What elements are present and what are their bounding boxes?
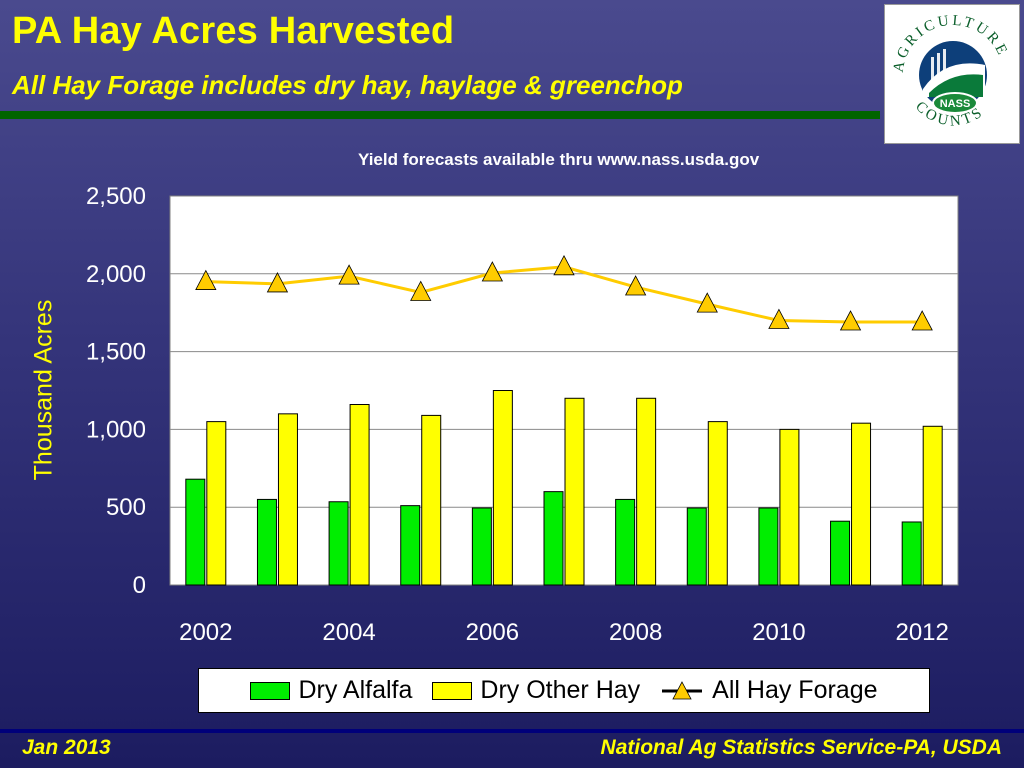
bar-dry-alfalfa: [901, 521, 922, 586]
x-tick-label: 2010: [752, 619, 805, 646]
legend-label-alfalfa: Dry Alfalfa: [298, 676, 413, 704]
forage-point-marker: [410, 280, 432, 301]
legend-swatch-other-hay: [432, 681, 473, 700]
legend-swatch-alfalfa: [250, 681, 291, 700]
bar-dry-alfalfa: [400, 505, 421, 586]
legend-label-forage: All Hay Forage: [712, 676, 878, 704]
forage-point-marker: [195, 269, 217, 290]
x-axis-ticks: 2002 2004 2006 2008 2010 2012: [179, 619, 949, 646]
y-tick-label: 0: [133, 572, 146, 599]
forage-point-marker: [624, 275, 647, 296]
bar-dry-alfalfa: [758, 507, 779, 586]
bar-dry-other-hay: [349, 404, 370, 586]
y-axis-ticks: 0 500 1,000 1,500 2,000 2,500: [86, 183, 146, 599]
bar-dry-other-hay: [421, 414, 442, 586]
y-tick-label: 1,500: [86, 339, 146, 366]
bar-dry-other-hay: [564, 397, 585, 586]
x-tick-label: 2004: [322, 619, 375, 646]
y-axis-label: Thousand Acres: [29, 299, 58, 481]
forage-point-marker: [839, 310, 862, 331]
bar-dry-other-hay: [779, 428, 800, 586]
bar-dry-other-hay: [707, 421, 728, 586]
forage-point-marker: [266, 272, 289, 293]
bar-dry-alfalfa: [328, 501, 349, 586]
page-subtitle: All Hay Forage includes dry hay, haylage…: [12, 70, 683, 100]
bar-dry-alfalfa: [543, 491, 564, 586]
bar-dry-other-hay: [922, 425, 943, 586]
forage-point-marker: [768, 308, 790, 329]
page-title: PA Hay Acres Harvested: [12, 10, 455, 52]
y-tick-label: 1,000: [86, 416, 146, 443]
x-tick-label: 2008: [609, 619, 662, 646]
y-tick-label: 2,500: [86, 183, 146, 210]
bar-dry-other-hay: [277, 413, 298, 586]
bar-dry-alfalfa: [256, 498, 277, 586]
bar-dry-other-hay: [492, 390, 513, 586]
logo-graphic: AGRICULTURE COUNTS NASS: [891, 13, 1008, 130]
legend-item-other-hay: Dry Other Hay: [432, 676, 640, 705]
forage-point-marker: [911, 310, 933, 331]
legend-item-forage: All Hay Forage: [660, 676, 878, 705]
footer-date: Jan 2013: [22, 736, 111, 759]
y-tick-label: 500: [106, 494, 146, 521]
bar-dry-alfalfa: [830, 520, 851, 586]
agriculture-counts-logo: AGRICULTURE COUNTS NASS: [884, 4, 1020, 144]
bar-dry-alfalfa: [185, 478, 206, 586]
footer-divider: [0, 729, 1024, 733]
forage-line: [195, 254, 933, 331]
x-tick-label: 2012: [895, 619, 948, 646]
header-divider: [0, 111, 880, 119]
forage-point-marker: [338, 264, 360, 285]
x-tick-label: 2006: [466, 619, 519, 646]
legend-marker-forage: [662, 680, 703, 699]
chart-note: Yield forecasts available thru www.nass.…: [358, 150, 760, 169]
bar-dry-alfalfa: [471, 507, 492, 586]
x-tick-label: 2002: [179, 619, 232, 646]
legend-label-other-hay: Dry Other Hay: [480, 676, 641, 704]
y-tick-label: 2,000: [86, 261, 146, 288]
forage-point-marker: [481, 261, 504, 282]
bar-dry-alfalfa: [615, 498, 636, 586]
bar-dry-other-hay: [636, 397, 657, 586]
bar-dry-other-hay: [206, 421, 227, 586]
forage-point-marker: [553, 254, 575, 276]
logo-badge-text: NASS: [940, 98, 971, 110]
forage-point-marker: [696, 292, 718, 313]
legend-item-alfalfa: Dry Alfalfa: [250, 676, 412, 705]
chart-legend: Dry Alfalfa Dry Other Hay All Hay Forage: [198, 668, 930, 713]
bar-dry-alfalfa: [686, 507, 707, 586]
footer-organization: National Ag Statistics Service-PA, USDA: [600, 736, 1002, 759]
bar-dry-other-hay: [851, 422, 872, 586]
bars: [185, 390, 943, 586]
